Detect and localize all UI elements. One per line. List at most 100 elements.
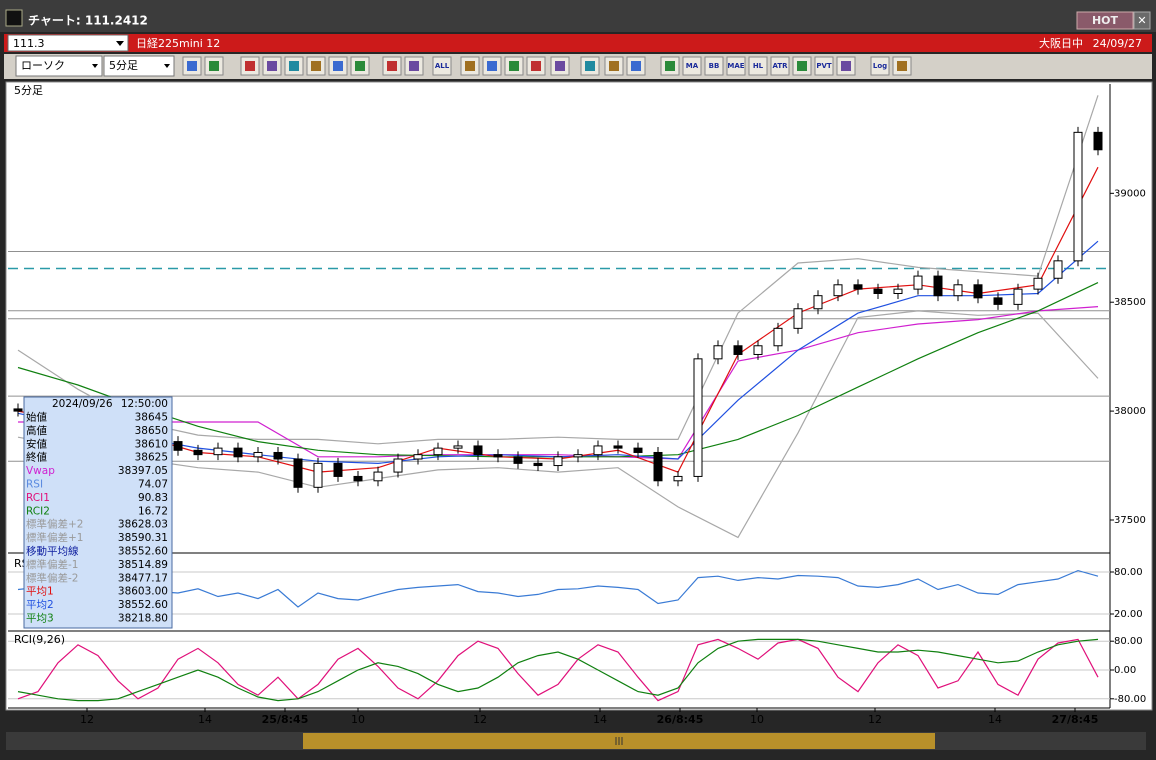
candle-body xyxy=(253,451,263,458)
toolbar-icon xyxy=(509,61,519,71)
candle-body xyxy=(773,327,783,347)
x-tick-label: 14 xyxy=(198,713,212,726)
x-tick-label: 12 xyxy=(80,713,94,726)
info-value: 16.72 xyxy=(138,505,168,517)
interval-dropdown[interactable] xyxy=(103,55,175,77)
toolbar-button-label: HL xyxy=(753,62,764,70)
info-label: 標準偏差-2 xyxy=(26,571,78,584)
candle-body xyxy=(213,447,223,456)
toolbar-button[interactable] xyxy=(770,56,790,76)
candle-body xyxy=(433,447,443,456)
info-value: 38514.89 xyxy=(118,559,168,571)
candle-body xyxy=(673,475,683,482)
info-value: 38650 xyxy=(135,425,168,437)
info-value: 38628.03 xyxy=(118,519,168,531)
dropdown-arrow xyxy=(164,64,170,68)
info-label: 標準偏差+2 xyxy=(26,518,83,531)
toolbar-icon xyxy=(665,61,675,71)
info-value: 90.83 xyxy=(138,492,168,504)
dropdown-arrow xyxy=(116,41,124,46)
toolbar-icon xyxy=(311,61,321,71)
chart-type-dropdown[interactable] xyxy=(15,55,103,77)
candle-body xyxy=(813,295,823,310)
info-label: 標準偏差-1 xyxy=(26,558,78,571)
info-value: 38610 xyxy=(135,438,168,450)
hot-button[interactable] xyxy=(1076,11,1134,30)
candle-body xyxy=(573,454,583,458)
toolbar-button[interactable] xyxy=(748,56,768,76)
toolbar-button[interactable] xyxy=(432,56,452,76)
candle-body xyxy=(533,462,543,467)
x-tick-label: 12 xyxy=(868,713,882,726)
info-value: 38552.60 xyxy=(118,546,168,558)
candle-body xyxy=(513,456,523,464)
toolbar xyxy=(4,54,1152,79)
toolbar-button[interactable] xyxy=(704,56,724,76)
close-button[interactable] xyxy=(1133,11,1151,30)
symbol-name: 日経225mini 12 xyxy=(136,37,220,50)
candle-body xyxy=(733,345,743,355)
candle-body xyxy=(953,284,963,297)
x-tick-label: 12 xyxy=(473,713,487,726)
toolbar-icon xyxy=(585,61,595,71)
close-icon: ✕ xyxy=(1137,14,1146,27)
window-title: チャート: 111.2412 xyxy=(28,14,148,28)
x-tick-label: 14 xyxy=(988,713,1002,726)
toolbar-button[interactable] xyxy=(726,56,746,76)
info-label: 終値 xyxy=(26,451,47,464)
info-label: 安値 xyxy=(26,437,47,450)
toolbar-button-label: ATR xyxy=(772,62,788,70)
app-icon xyxy=(5,9,23,27)
toolbar-button[interactable] xyxy=(814,56,834,76)
toolbar-button-label: BB xyxy=(709,62,720,70)
info-time: 12:50:00 xyxy=(121,398,168,410)
candle-body xyxy=(1053,260,1063,279)
info-value: 38590.31 xyxy=(118,532,168,544)
info-label: RCI2 xyxy=(26,505,50,517)
candle-body xyxy=(493,454,503,458)
candle-body xyxy=(1013,288,1023,305)
candle-body xyxy=(173,441,183,451)
toolbar-icon xyxy=(531,61,541,71)
symbol-dropdown[interactable] xyxy=(7,34,129,52)
toolbar-icon xyxy=(409,61,419,71)
toolbar-button-label: ALL xyxy=(435,62,450,70)
candle-body xyxy=(853,284,863,290)
info-label: RSI xyxy=(26,479,43,491)
candle-body xyxy=(413,454,423,460)
toolbar-button[interactable] xyxy=(870,56,890,76)
toolbar-icon xyxy=(267,61,277,71)
series-line xyxy=(17,95,1099,445)
toolbar-button[interactable] xyxy=(682,56,702,76)
toolbar-button-label: MA xyxy=(686,62,699,70)
toolbar-icon xyxy=(333,61,343,71)
x-tick-label: 26/8:45 xyxy=(657,713,704,726)
title-bar xyxy=(0,0,1156,32)
candle-body xyxy=(353,475,363,482)
candle-body xyxy=(593,445,603,456)
y-tick-label: 39000 xyxy=(1114,188,1146,199)
series-line xyxy=(17,569,1099,608)
toolbar-icon xyxy=(631,61,641,71)
candle-body xyxy=(273,451,283,460)
panel-title: 5分足 xyxy=(14,84,43,97)
candle-body xyxy=(633,447,643,453)
toolbar-icon xyxy=(897,61,907,71)
panel xyxy=(8,569,1110,615)
candle-body xyxy=(1073,131,1083,262)
session: 大阪日中 xyxy=(1039,36,1083,50)
symbol-bar xyxy=(4,34,1152,52)
scroll-grip xyxy=(615,737,623,745)
candle-body xyxy=(653,451,663,482)
x-tick-label: 10 xyxy=(750,713,764,726)
panel xyxy=(8,95,1110,539)
info-value: 38603.00 xyxy=(118,586,168,598)
dropdown-arrow xyxy=(92,64,98,68)
y-tick-label: 20.00 xyxy=(1114,609,1143,620)
toolbar-button-label: MAE xyxy=(727,62,744,70)
candle-body xyxy=(553,456,563,467)
toolbar-icon xyxy=(187,61,197,71)
toolbar-icon xyxy=(465,61,475,71)
info-value: 74.07 xyxy=(138,479,168,491)
toolbar-icon xyxy=(245,61,255,71)
